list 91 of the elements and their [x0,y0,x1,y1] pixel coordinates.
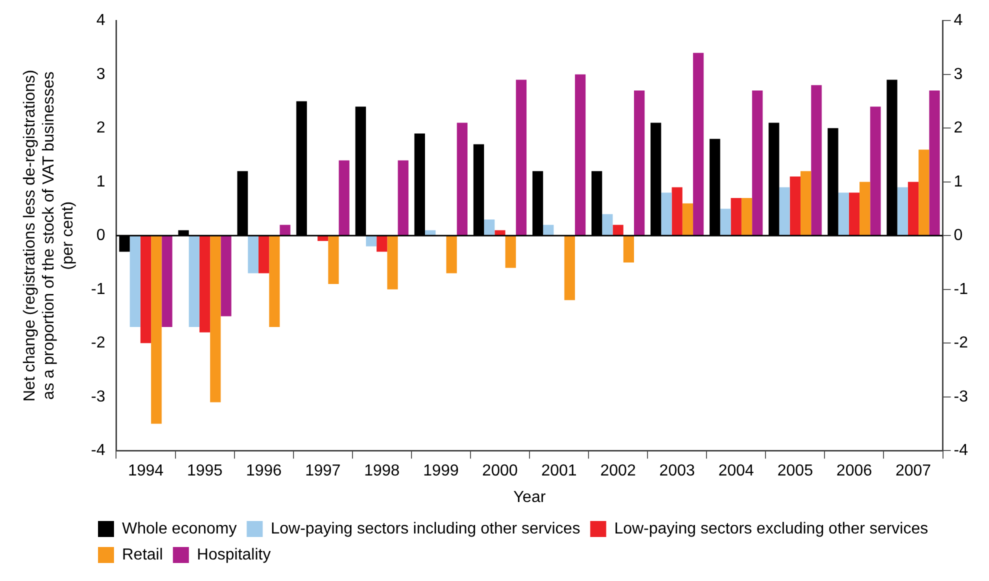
bar [741,198,752,236]
bar [860,182,870,236]
bar [151,236,162,424]
bar [494,230,506,236]
bar [790,176,800,236]
x-axis-title: Year [513,488,546,506]
x-tick-label: 1995 [186,462,223,480]
y2-tick-label: 1 [954,173,963,190]
bar [811,85,822,236]
y2-tick-label: 0 [954,227,963,244]
legend-label: Hospitality [196,546,271,564]
bar [140,236,152,344]
bar [720,208,731,236]
x-tick-label: 2001 [541,462,577,480]
bar [693,52,704,236]
bar [752,90,763,236]
y2-tick-label: -4 [954,442,968,460]
bar [848,192,860,236]
bar [564,236,575,300]
y-tick-label: -1 [90,280,106,298]
bar [188,236,200,327]
bar [338,160,350,236]
y-tick-label: -3 [90,388,106,406]
bar [258,236,270,274]
y-axis-title: Net change (registrations less de-registrations) as a proportion of the stock of VAT businesses (per cent) [21,70,76,402]
x-tick-label: 1998 [364,462,400,480]
bar [918,150,930,236]
bar [162,236,172,327]
bar [929,90,940,236]
bar [425,230,436,236]
y2-tick-label: -2 [954,334,968,352]
legend-label: Whole economy [122,520,237,538]
bar [908,182,919,236]
bar [248,236,259,274]
y-tick-label: 3 [96,66,106,83]
x-tick-label: 1999 [423,462,459,480]
y-tick-label: -2 [90,334,106,352]
x-tick-label: 2006 [836,462,872,480]
bar [456,122,468,236]
bar [661,192,672,236]
bar [800,171,812,236]
x-tick-label: 2000 [482,462,518,480]
bar [574,74,586,236]
bar [220,236,232,316]
x-tick-label: 1996 [246,462,282,480]
bar [623,236,634,262]
legend-label: Retail [122,546,163,564]
bar [398,160,408,236]
bar [730,198,742,236]
bar [870,106,881,236]
bar [199,236,210,332]
bar [505,236,516,268]
bar [366,236,377,246]
bar [269,236,280,327]
y-tick-label: 4 [96,12,106,30]
x-tick-label: 2005 [777,462,814,480]
bar [376,236,388,252]
y-tick-label: 1 [96,173,106,190]
y-tick-label: 2 [96,120,106,137]
x-tick-label: 2002 [600,462,636,480]
bar [897,187,908,236]
x-tick-label: 1994 [128,462,164,480]
bar [130,236,140,327]
x-tick-label: 2004 [718,462,754,480]
y-tick-label: 0 [96,227,106,244]
legend-label: Low-paying sectors excluding other services [614,520,928,538]
y-tick-label: -4 [90,442,106,460]
bar [602,214,613,236]
bar [516,80,527,236]
bar [634,90,645,236]
legend-label: Low-paying sectors including other services [270,520,580,538]
bar [612,224,624,236]
x-tick-label: 1997 [305,462,341,480]
bar [838,192,849,236]
y2-tick-label: 3 [954,66,963,83]
bar [446,236,457,274]
bar [280,224,290,236]
bar [210,236,221,402]
x-tick-label: 2003 [659,462,695,480]
y2-tick-label: -3 [954,388,968,406]
bar [387,236,398,290]
x-tick-label: 2007 [895,462,932,480]
y2-tick-label: -1 [954,280,968,298]
y2-tick-label: 2 [954,120,963,137]
bar [484,219,495,236]
bar [328,236,339,284]
bar [543,224,554,236]
bar [672,187,682,236]
y2-tick-label: 4 [954,12,963,30]
bar [682,203,694,236]
bar [779,187,790,236]
